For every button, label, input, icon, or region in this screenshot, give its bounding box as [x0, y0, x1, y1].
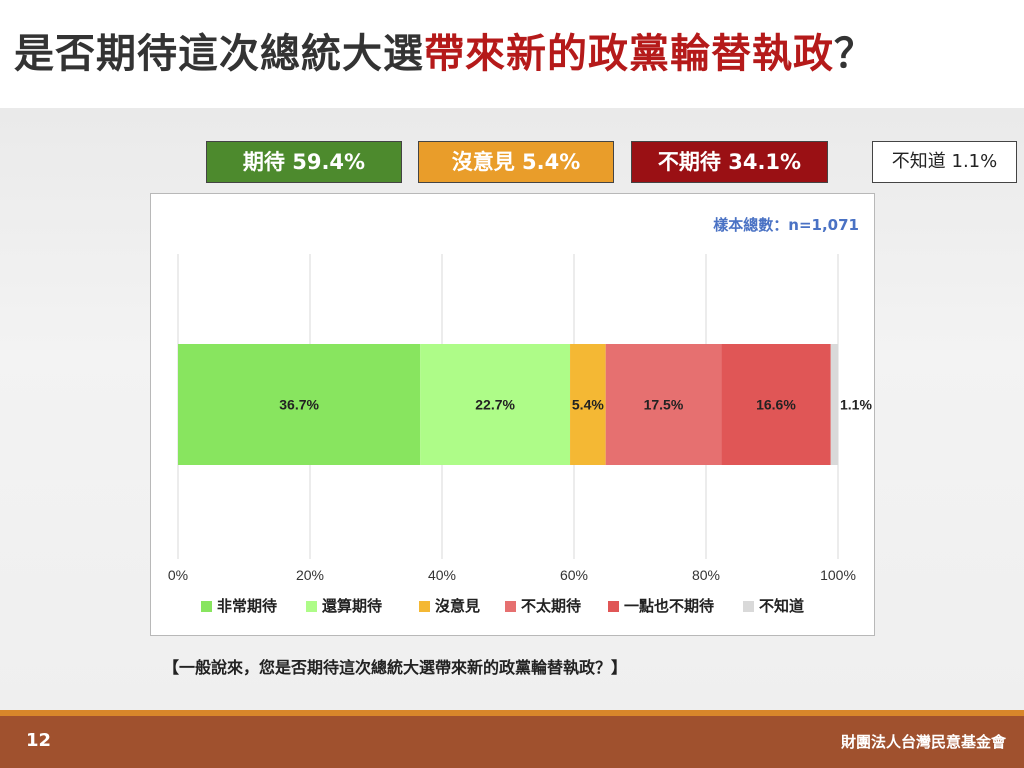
bar-segment	[830, 344, 838, 465]
page-number: 12	[26, 730, 52, 751]
x-tick-label: 80%	[692, 567, 720, 583]
data-label: 36.7%	[279, 397, 319, 413]
legend-label: 一點也不期待	[624, 597, 714, 615]
bar-segment	[721, 344, 831, 465]
x-tick-label: 40%	[428, 567, 456, 583]
title-text: 是否期待這次總統大選	[14, 31, 424, 77]
legend-swatch	[306, 601, 317, 612]
legend-label: 不太期待	[521, 597, 581, 615]
question-text: 【一般說來，您是否期待這次總統大選帶來新的政黨輪替執政？】	[163, 658, 628, 677]
data-label: 17.5%	[644, 397, 684, 413]
summary-no-opinion-box: 沒意見 5.4%	[418, 141, 614, 183]
data-label: 1.1%	[840, 397, 872, 413]
legend-label: 非常期待	[217, 597, 277, 615]
legend-swatch	[505, 601, 516, 612]
summary-not-expect-box: 不期待 34.1%	[631, 141, 828, 183]
bar-segment	[605, 344, 722, 465]
legend-swatch	[743, 601, 754, 612]
bar-segment	[570, 344, 606, 465]
x-tick-label: 60%	[560, 567, 588, 583]
bar-segment	[178, 344, 421, 465]
sample-size-label: 樣本總數：n=1,071	[713, 216, 859, 234]
data-label: 5.4%	[572, 397, 604, 413]
x-tick-label: 0%	[168, 567, 188, 583]
x-tick-label: 100%	[820, 567, 856, 583]
data-label: 16.6%	[756, 397, 796, 413]
data-label: 22.7%	[475, 397, 515, 413]
title-question-mark: ？	[834, 31, 875, 77]
chart-panel: 樣本總數：n=1,071 0% 20% 40% 60% 80% 100% 36.7% 22.7…	[150, 193, 875, 636]
summary-expect-box: 期待 59.4%	[206, 141, 402, 183]
page-title: 是否期待這次總統大選帶來新的政黨輪替執政？	[14, 24, 875, 84]
footer-bar: 12 財團法人台灣民意基金會	[0, 716, 1024, 768]
stacked-bar-chart: 0% 20% 40% 60% 80% 100% 36.7% 22.7% 5.4% 17.5% 16.…	[168, 254, 872, 615]
title-highlight: 帶來新的政黨輪替執政	[424, 31, 834, 77]
legend-swatch	[201, 601, 212, 612]
legend-label: 沒意見	[435, 597, 480, 615]
footer-accent-line	[0, 710, 1024, 716]
x-tick-label: 20%	[296, 567, 324, 583]
legend-label: 還算期待	[322, 597, 382, 615]
legend-swatch	[608, 601, 619, 612]
bar-segment	[420, 344, 571, 465]
legend-label: 不知道	[759, 597, 804, 615]
summary-unknown-box: 不知道 1.1%	[872, 141, 1017, 183]
organization-name: 財團法人台灣民意基金會	[840, 733, 1006, 751]
legend-swatch	[419, 601, 430, 612]
